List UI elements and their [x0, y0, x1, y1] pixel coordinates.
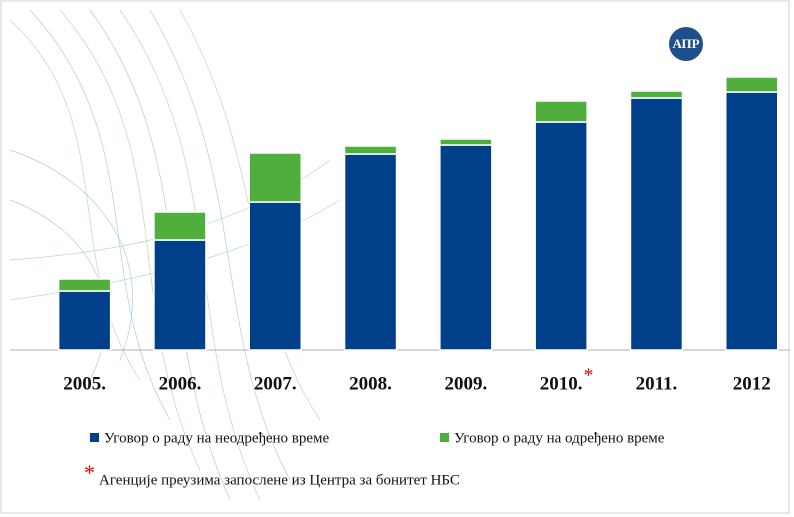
- bar-segment: [153, 239, 207, 351]
- note-marker: *: [84, 460, 95, 485]
- bar-segment: [629, 90, 684, 99]
- logo: АПР: [672, 36, 699, 51]
- bar-segment: [343, 153, 398, 351]
- note: Агенције преузима запослене из Центра за…: [99, 472, 460, 488]
- x-tick-label: 2009.: [444, 373, 487, 394]
- x-tick-label: 2011.: [636, 373, 678, 394]
- legend-label: Уговор о раду на одређено време: [454, 430, 665, 446]
- bar-segment: [57, 290, 112, 351]
- bar-segment: [248, 152, 302, 203]
- bar-segment: [153, 211, 207, 241]
- logo-badge: [669, 27, 703, 61]
- x-tick-label: 2007.: [254, 373, 297, 394]
- bar-segment: [439, 138, 493, 146]
- bar-segment: [534, 100, 588, 123]
- bar-segment: [248, 201, 302, 351]
- x-tick-label: 2012: [733, 373, 771, 394]
- bar-segment: [629, 97, 684, 351]
- x-tick-label: 2008.: [349, 373, 392, 394]
- bar-segment: [725, 76, 779, 93]
- x-tick-label: 2010.: [540, 373, 583, 394]
- legend-label: Уговор о раду на неодређено време: [104, 430, 329, 446]
- legend-swatch: [90, 433, 99, 442]
- bar-segment: [57, 278, 112, 292]
- bar-segment: [725, 91, 779, 351]
- note-marker: *: [584, 365, 594, 387]
- x-tick-label: 2006.: [159, 373, 202, 394]
- x-tick-label: 2005.: [63, 373, 106, 394]
- bar-segment: [439, 144, 493, 351]
- bar-segment: [534, 121, 588, 351]
- bar-segment: [343, 145, 398, 155]
- legend-swatch: [440, 433, 449, 442]
